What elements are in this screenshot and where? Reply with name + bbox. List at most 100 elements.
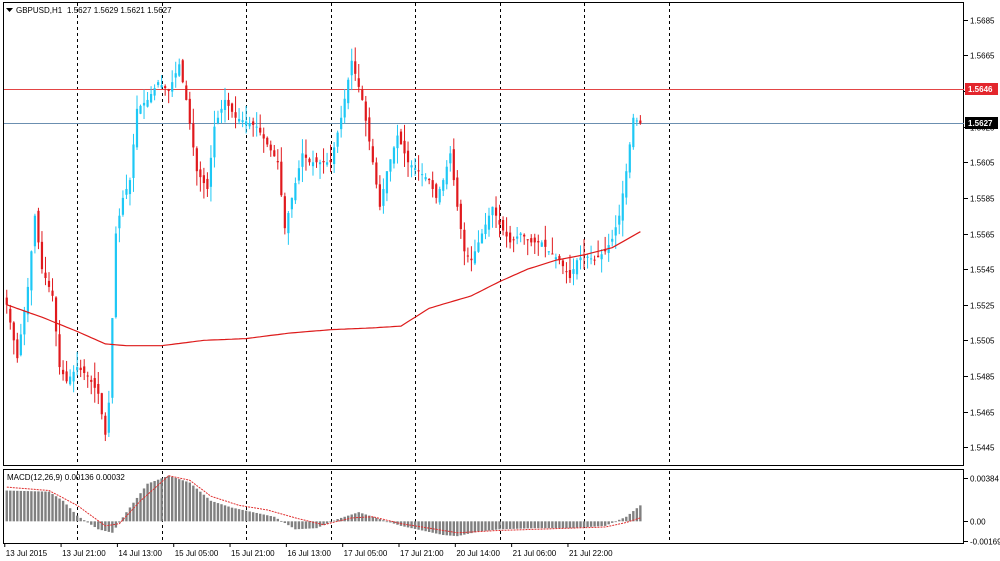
candle xyxy=(375,157,378,189)
candle xyxy=(568,254,572,283)
candle xyxy=(589,245,593,265)
macd-bar xyxy=(12,490,15,522)
macd-bar xyxy=(424,521,427,532)
macd-bar xyxy=(171,476,174,522)
x-tick-label: 17 Jul 21:00 xyxy=(400,549,444,558)
macd-bar xyxy=(607,521,610,525)
macd-bar xyxy=(65,504,68,522)
candle xyxy=(237,108,241,125)
candle xyxy=(245,105,248,134)
candle xyxy=(618,204,621,235)
macd-bar xyxy=(477,521,480,532)
candle xyxy=(121,190,125,217)
macd-bar xyxy=(37,491,40,522)
x-tick-label: 15 Jul 05:00 xyxy=(175,549,219,558)
candle xyxy=(234,96,237,129)
macd-bar xyxy=(459,521,463,536)
y-tick-label: 1.5605 xyxy=(970,159,995,168)
candle xyxy=(188,91,191,130)
macd-bar xyxy=(480,521,484,532)
macd-bar xyxy=(146,483,149,522)
candle xyxy=(523,233,526,245)
candle xyxy=(340,105,343,138)
macd-bar xyxy=(329,521,332,523)
triangle-down-icon[interactable] xyxy=(6,8,13,12)
candle xyxy=(473,239,477,266)
candle xyxy=(206,172,209,197)
candle xyxy=(347,77,350,110)
candle xyxy=(572,258,575,286)
macd-bar xyxy=(487,521,491,531)
macd-bar xyxy=(40,491,44,522)
macd-bar xyxy=(121,517,125,522)
macd-bar xyxy=(30,491,33,522)
macd-bar xyxy=(417,521,420,530)
candle xyxy=(9,304,12,330)
macd-bar xyxy=(466,521,470,534)
price-axis: 1.56851.56651.56451.56251.56051.55851.55… xyxy=(964,17,998,453)
macd-bar xyxy=(44,491,47,522)
macd-bar xyxy=(195,488,199,522)
macd-bar xyxy=(456,521,459,537)
macd-bar xyxy=(234,508,237,522)
candle xyxy=(635,117,638,126)
candle xyxy=(118,208,121,243)
candle xyxy=(382,178,385,214)
price-panel[interactable] xyxy=(3,2,964,466)
candle xyxy=(597,240,600,258)
candle xyxy=(565,262,568,284)
macd-bar xyxy=(287,521,290,526)
macd-bar xyxy=(343,516,346,522)
macd-bar xyxy=(93,521,96,528)
candle xyxy=(389,159,392,182)
candle xyxy=(153,84,156,101)
price-tag-current xyxy=(965,117,998,129)
candle xyxy=(5,289,8,314)
candle xyxy=(174,61,177,88)
candle xyxy=(311,150,315,176)
candle xyxy=(611,229,614,247)
candle xyxy=(477,230,480,253)
candle xyxy=(202,167,205,199)
macd-bar xyxy=(582,521,586,528)
candle xyxy=(114,226,117,319)
x-tick-label: 21 Jul 22:00 xyxy=(569,549,613,558)
candle xyxy=(431,171,434,198)
candle xyxy=(223,87,227,123)
macd-bar xyxy=(322,521,325,526)
moving-average xyxy=(6,231,641,347)
candle xyxy=(456,170,459,211)
x-tick-label: 20 Jul 14:00 xyxy=(456,549,500,558)
macd-bar xyxy=(227,506,230,522)
candle xyxy=(325,152,329,167)
macd-bar xyxy=(156,479,160,522)
y-tick-label: 1.5485 xyxy=(970,373,995,382)
macd-bar xyxy=(445,521,448,536)
macd-bar xyxy=(371,516,375,522)
macd-bar xyxy=(632,511,635,522)
macd-bar xyxy=(174,477,177,522)
candle xyxy=(417,155,420,181)
candle xyxy=(51,278,54,302)
candle xyxy=(107,390,110,438)
macd-bar xyxy=(149,482,153,522)
candle xyxy=(142,89,146,119)
candle xyxy=(466,247,469,263)
candle xyxy=(58,320,61,375)
macd-bar xyxy=(19,490,23,522)
macd-bar xyxy=(498,521,501,530)
macd-bar xyxy=(547,521,551,529)
macd-bar xyxy=(301,521,304,529)
macd-bar xyxy=(572,521,575,528)
macd-panel[interactable] xyxy=(3,469,964,544)
price-tag-label: 1.5646 xyxy=(968,85,993,94)
macd-bar xyxy=(86,521,89,523)
candle xyxy=(86,371,89,388)
candlesticks xyxy=(5,47,642,442)
macd-bar xyxy=(248,511,251,522)
candle xyxy=(593,255,596,266)
macd-bar xyxy=(311,521,315,529)
candle xyxy=(526,239,529,256)
candle xyxy=(209,145,213,202)
